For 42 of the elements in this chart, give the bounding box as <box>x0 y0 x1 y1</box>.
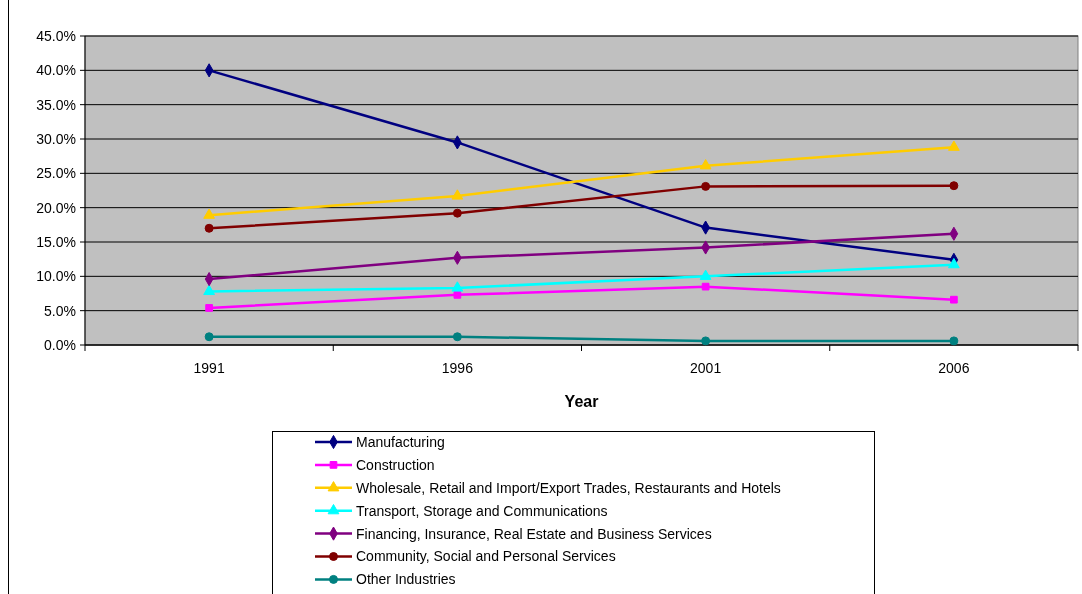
y-tick-label: 20.0% <box>36 199 76 216</box>
y-tick-label: 15.0% <box>36 233 76 250</box>
point <box>204 223 214 233</box>
legend-label: Construction <box>356 456 435 473</box>
legend-label: Financing, Insurance, Real Estate and Business Services <box>356 525 712 542</box>
y-tick-label: 35.0% <box>36 96 76 113</box>
legend-label: Wholesale, Retail and Import/Export Trades, Restaurants and Hotels <box>356 479 781 496</box>
x-tick-label: 2001 <box>690 360 722 376</box>
legend-label: Transport, Storage and Communications <box>356 502 608 519</box>
point <box>453 291 462 299</box>
y-tick-label: 25.0% <box>36 165 76 182</box>
point <box>452 208 462 218</box>
point <box>949 181 959 191</box>
point <box>699 159 712 170</box>
y-tick-label: 30.0% <box>36 130 76 147</box>
point <box>203 208 215 219</box>
y-tick-label: 45.0% <box>36 27 76 44</box>
x-tick-label: 2006 <box>938 360 970 376</box>
x-tick-label: 1996 <box>441 360 474 376</box>
legend-label: Other Industries <box>356 571 456 588</box>
point <box>701 282 710 291</box>
point <box>701 336 711 346</box>
point <box>205 304 213 312</box>
point <box>452 332 462 342</box>
point <box>701 181 711 191</box>
point <box>948 140 960 151</box>
point <box>699 269 712 280</box>
x-axis-title: Year <box>564 393 599 410</box>
legend-label: Community, Social and Personal Services <box>356 548 616 565</box>
point <box>451 281 464 292</box>
point <box>204 332 214 342</box>
point <box>451 189 464 200</box>
y-tick-label: 10.0% <box>36 268 76 285</box>
x-tick-label: 1991 <box>193 360 225 376</box>
y-tick-label: 40.0% <box>36 62 76 79</box>
point <box>203 284 215 296</box>
y-tick-label: 0.0% <box>44 336 76 353</box>
point <box>948 257 960 269</box>
legend-label: Manufacturing <box>356 433 445 450</box>
point <box>950 295 958 304</box>
y-tick-label: 5.0% <box>44 302 76 319</box>
point <box>949 336 959 346</box>
